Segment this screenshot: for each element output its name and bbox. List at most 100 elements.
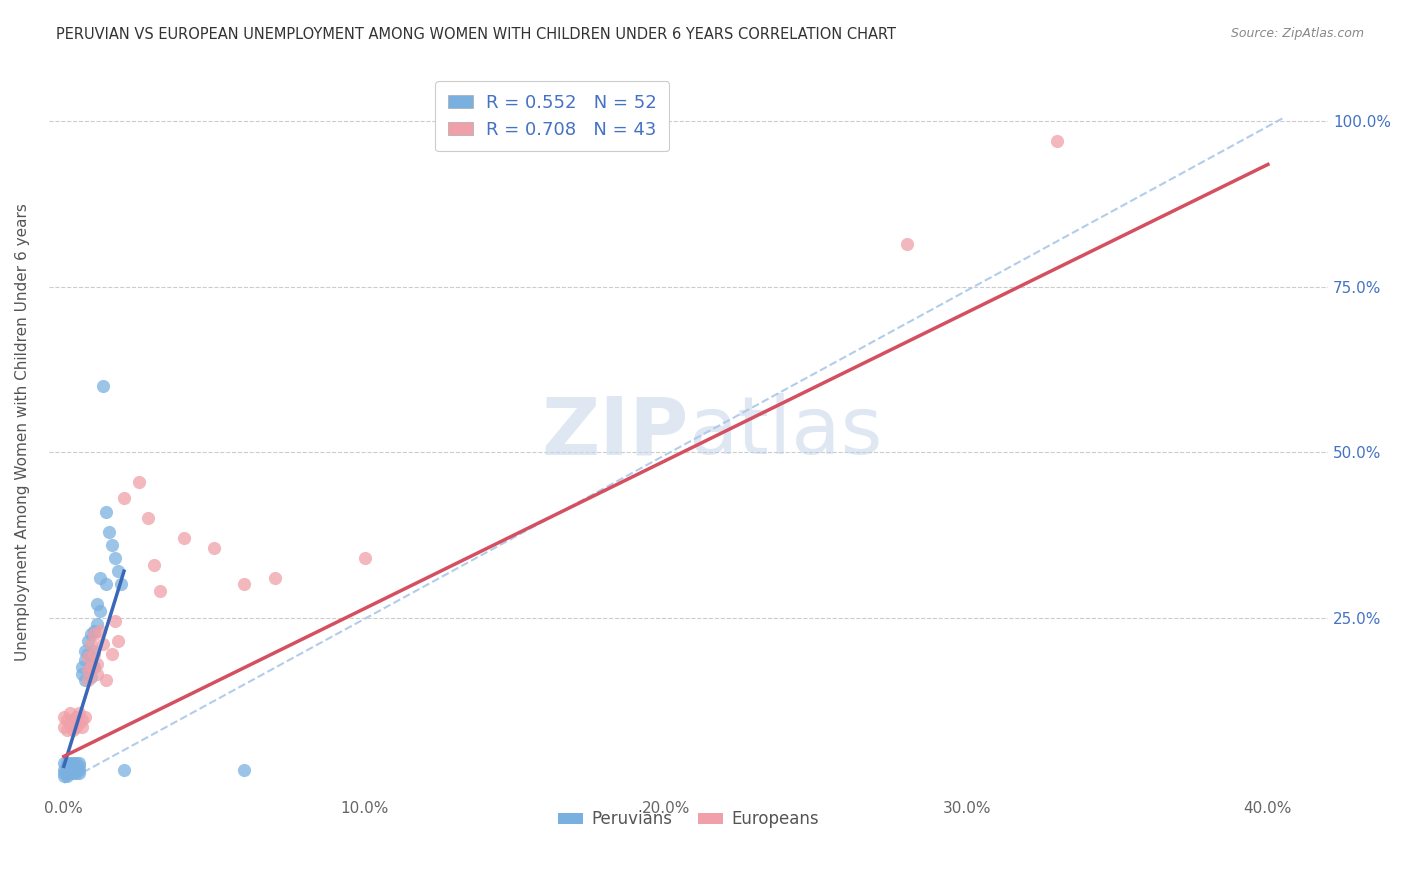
Point: [80, 657, 103, 671]
Point: [59, 763, 82, 777]
Point: [80, 627, 103, 641]
Point: [77, 664, 100, 678]
Point: [83, 627, 105, 641]
Point: [80, 637, 103, 651]
Point: [173, 531, 195, 545]
Text: PERUVIAN VS EUROPEAN UNEMPLOYMENT AMONG WOMEN WITH CHILDREN UNDER 6 YEARS CORREL: PERUVIAN VS EUROPEAN UNEMPLOYMENT AMONG …: [56, 27, 896, 42]
Point: [70, 666, 93, 681]
Point: [62, 763, 84, 777]
Point: [94, 673, 117, 688]
Point: [143, 558, 166, 572]
Point: [77, 633, 100, 648]
Point: [62, 766, 84, 780]
Point: [56, 756, 79, 770]
Point: [80, 660, 103, 674]
Point: [70, 713, 93, 727]
Point: [101, 538, 124, 552]
Point: [73, 643, 96, 657]
Point: [94, 505, 117, 519]
Point: [56, 766, 79, 780]
Point: [83, 660, 105, 674]
Point: [89, 604, 111, 618]
Point: [112, 491, 135, 506]
Legend: Peruvians, Europeans: Peruvians, Europeans: [551, 804, 825, 835]
Point: [67, 759, 90, 773]
Point: [233, 763, 256, 777]
Point: [86, 597, 108, 611]
Point: [52, 769, 75, 783]
Text: Source: ZipAtlas.com: Source: ZipAtlas.com: [1230, 27, 1364, 40]
Point: [70, 720, 93, 734]
Point: [59, 766, 82, 780]
Point: [65, 763, 87, 777]
Point: [136, 511, 159, 525]
Point: [73, 673, 96, 688]
Point: [52, 756, 75, 770]
Point: [89, 571, 111, 585]
Point: [77, 650, 100, 665]
Y-axis label: Unemployment Among Women with Children Under 6 years: Unemployment Among Women with Children U…: [15, 203, 30, 661]
Point: [104, 614, 127, 628]
Point: [353, 551, 375, 566]
Text: atlas: atlas: [689, 393, 883, 471]
Point: [65, 709, 87, 723]
Point: [128, 475, 150, 489]
Point: [896, 236, 918, 251]
Point: [263, 571, 285, 585]
Text: ZIP: ZIP: [541, 393, 689, 471]
Point: [52, 709, 75, 723]
Point: [56, 713, 79, 727]
Point: [56, 769, 79, 783]
Point: [52, 720, 75, 734]
Point: [70, 660, 93, 674]
Point: [97, 524, 120, 539]
Point: [62, 759, 84, 773]
Point: [65, 720, 87, 734]
Point: [67, 716, 90, 731]
Point: [1046, 134, 1069, 148]
Point: [56, 723, 79, 737]
Point: [91, 379, 114, 393]
Point: [67, 756, 90, 770]
Point: [94, 577, 117, 591]
Point: [86, 666, 108, 681]
Point: [101, 647, 124, 661]
Point: [62, 723, 84, 737]
Point: [80, 670, 103, 684]
Point: [59, 716, 82, 731]
Point: [62, 756, 84, 770]
Point: [52, 766, 75, 780]
Point: [107, 564, 129, 578]
Point: [595, 134, 617, 148]
Point: [112, 763, 135, 777]
Point: [86, 617, 108, 632]
Point: [59, 706, 82, 721]
Point: [83, 643, 105, 657]
Point: [107, 633, 129, 648]
Point: [65, 766, 87, 780]
Point: [56, 763, 79, 777]
Point: [202, 541, 225, 555]
Point: [83, 647, 105, 661]
Point: [56, 759, 79, 773]
Point: [62, 713, 84, 727]
Point: [59, 756, 82, 770]
Point: [65, 756, 87, 770]
Point: [233, 577, 256, 591]
Point: [73, 653, 96, 667]
Point: [89, 624, 111, 638]
Point: [52, 763, 75, 777]
Point: [67, 706, 90, 721]
Point: [73, 709, 96, 723]
Point: [59, 759, 82, 773]
Point: [67, 763, 90, 777]
Point: [77, 664, 100, 678]
Point: [77, 647, 100, 661]
Point: [149, 584, 172, 599]
Point: [77, 673, 100, 688]
Point: [110, 577, 132, 591]
Point: [67, 766, 90, 780]
Point: [86, 657, 108, 671]
Point: [91, 637, 114, 651]
Point: [83, 624, 105, 638]
